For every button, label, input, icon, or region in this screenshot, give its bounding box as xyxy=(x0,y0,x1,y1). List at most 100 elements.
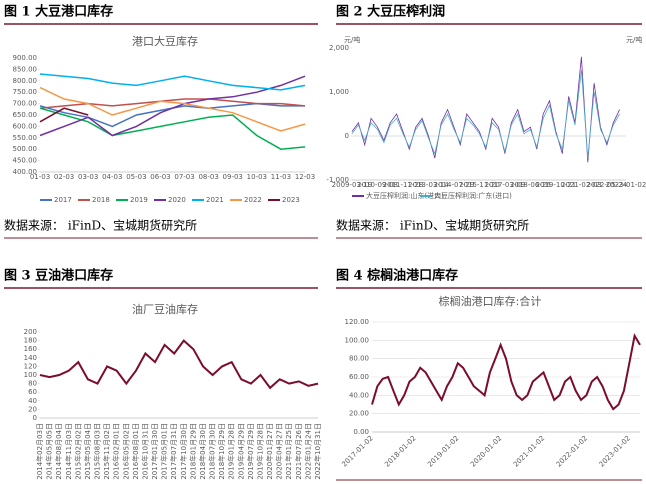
x-tick-label: 2017年05月01日 xyxy=(160,423,169,480)
caption: 图 1 大豆港口库存 xyxy=(4,4,113,20)
y-label: 元/吨 xyxy=(344,35,360,44)
x-tick-label: 2022-01-02 xyxy=(555,434,589,468)
y-tick-label: 100 xyxy=(24,371,37,379)
y-tick-label: 700.00 xyxy=(13,100,38,108)
x-tick-label: 2013-03-14 xyxy=(408,181,449,189)
y-tick-label: 120.00 xyxy=(345,318,370,326)
x-tick-label: 2018年01月29日 xyxy=(188,423,197,480)
legend-label: 2023 xyxy=(282,196,300,204)
legend-label: 2020 xyxy=(168,196,186,204)
y-tick-label: 140 xyxy=(24,354,37,362)
x-tick-label: 2021-02-03 xyxy=(561,181,602,189)
x-tick-label: 2010-09-08 xyxy=(357,181,398,189)
x-tick-label: 2020年01月27日 xyxy=(265,423,274,480)
x-tick-label: 2021-01-02 xyxy=(512,434,546,468)
line-series xyxy=(39,98,306,109)
x-tick-label: 2020年04月27日 xyxy=(275,423,284,480)
caption: 图 2 大豆压榨利润 xyxy=(336,4,445,20)
line-series xyxy=(39,73,306,91)
x-tick-label: 2022年01月24日 xyxy=(303,423,312,480)
x-tick-label: 05-03 xyxy=(126,173,146,181)
x-tick-label: 2017年07月31日 xyxy=(169,423,178,480)
x-tick-label: 12-03 xyxy=(295,173,315,181)
y-tick-label: 2,000 xyxy=(329,44,349,52)
y-tick-label: 0.00 xyxy=(353,428,369,436)
x-tick-label: 07-03 xyxy=(174,173,194,181)
y-tick-label: 650.00 xyxy=(13,111,38,119)
y-tick-label: 60.00 xyxy=(349,373,369,381)
y-tick-label: 80 xyxy=(28,380,37,388)
y-tick-label: 200 xyxy=(24,328,37,336)
source: 数据来源： iFinD、宝城期货研究所 xyxy=(336,218,529,233)
chart-title: 棕榈油港口库存:合计 xyxy=(439,294,542,308)
line-series xyxy=(39,107,306,150)
y-tick-label: 100.00 xyxy=(345,336,370,344)
legend-label: 2017 xyxy=(54,196,72,204)
y-tick-label: 180 xyxy=(24,337,37,345)
x-tick-label: 2019年10月28日 xyxy=(255,423,264,480)
x-tick-label: 2014年02月03日 xyxy=(35,423,44,480)
line-series xyxy=(371,333,641,411)
x-tick-label: 2018-06-26 xyxy=(510,181,551,189)
x-tick-label: 01-03 xyxy=(30,173,50,181)
x-tick-label: 2022-05-24 xyxy=(587,181,628,189)
legend-label: 2021 xyxy=(206,196,224,204)
legend-label: 大豆压榨利润:广东(进口) xyxy=(434,191,512,200)
y-tick-label: 450.00 xyxy=(13,157,38,165)
x-tick-label: 10-03 xyxy=(247,173,267,181)
y-tick-label: 800.00 xyxy=(13,77,38,85)
x-tick-label: 2009-03-19 xyxy=(332,181,373,189)
x-tick-label: 2014年05月05日 xyxy=(45,423,54,480)
x-tick-label: 2023-01-02 xyxy=(598,434,632,468)
x-tick-label: 2019-01-02 xyxy=(426,434,460,468)
x-tick-label: 2018-01-02 xyxy=(383,434,417,468)
y-tick-label: 500.00 xyxy=(13,145,38,153)
y-tick-label: 400.00 xyxy=(13,168,38,176)
y2-label: 元/吨 xyxy=(626,35,642,44)
legend-label: 2022 xyxy=(244,196,262,204)
y-tick-label: -1,000 xyxy=(326,176,349,184)
x-tick-label: 2015年11月02日 xyxy=(102,423,111,480)
y-tick-label: 0 xyxy=(345,132,349,140)
x-tick-label: 2016年08月01日 xyxy=(131,423,140,480)
x-tick-label: 2015年02月02日 xyxy=(73,423,82,480)
legend-label: 2018 xyxy=(92,196,110,204)
y-tick-label: 60 xyxy=(28,388,37,396)
line-series xyxy=(39,75,306,137)
x-tick-label: 2016年10月31日 xyxy=(140,423,149,480)
x-tick-label: 2014年11月03日 xyxy=(64,423,73,480)
line-series xyxy=(39,102,305,128)
x-tick-label: 2016年02月01日 xyxy=(112,423,121,480)
x-tick-label: 2014-07-29 xyxy=(434,181,475,189)
y-tick-label: 600.00 xyxy=(13,122,38,130)
x-tick-label: 2016年05月02日 xyxy=(121,423,130,480)
legend-label: 2019 xyxy=(130,196,148,204)
x-tick-label: 2019年07月29日 xyxy=(246,423,255,480)
x-tick-label: 2018年10月29日 xyxy=(217,423,226,480)
x-tick-label: 2018年04月30日 xyxy=(198,423,207,480)
legend-label: 大豆压榨利润:山东(进口) xyxy=(366,191,444,200)
chart-title: 港口大豆库存 xyxy=(132,34,198,48)
x-tick-label: 06-03 xyxy=(150,173,170,181)
x-tick-label: 2018年07月30日 xyxy=(208,423,217,480)
x-tick-label: 04-03 xyxy=(102,173,122,181)
x-tick-label: 2021年07月26日 xyxy=(294,423,303,480)
x-tick-label: 03-03 xyxy=(78,173,98,181)
x-tick-label: 2015年08月03日 xyxy=(93,423,102,480)
x-tick-label: 2017年01月30日 xyxy=(150,423,159,480)
y-tick-label: 900.00 xyxy=(13,54,38,62)
x-tick-label: 2017年10月30日 xyxy=(179,423,188,480)
x-tick-label: 08-03 xyxy=(198,173,218,181)
y-tick-label: 20.00 xyxy=(349,410,369,418)
x-tick-label: 2022年10月31日 xyxy=(313,423,322,480)
caption: 图 3 豆油港口库存 xyxy=(4,268,113,284)
x-tick-label: 2014年08月04日 xyxy=(54,423,63,480)
y-tick-label: 120 xyxy=(24,362,37,370)
y-tick-label: 40.00 xyxy=(349,391,369,399)
x-tick-label: 2011-11-28 xyxy=(383,181,424,189)
y-tick-label: 20 xyxy=(28,405,37,413)
x-tick-label: 2020-01-02 xyxy=(469,434,503,468)
y-tick-label: 40 xyxy=(28,397,37,405)
x-tick-label: 2023-01-02 xyxy=(606,181,646,189)
line-series xyxy=(39,86,306,132)
